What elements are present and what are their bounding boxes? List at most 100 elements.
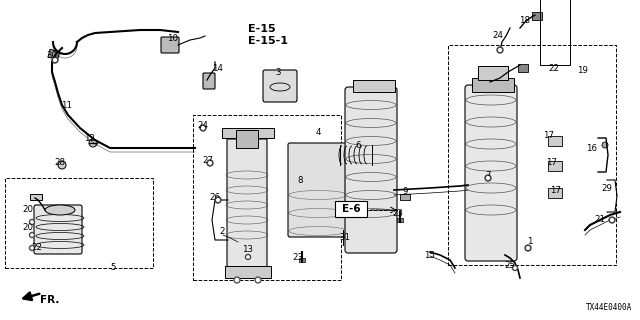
Circle shape (31, 221, 33, 223)
Text: 15: 15 (424, 251, 435, 260)
Circle shape (58, 161, 66, 169)
Text: 27: 27 (202, 156, 214, 164)
FancyBboxPatch shape (465, 85, 517, 261)
Circle shape (246, 254, 250, 260)
FancyBboxPatch shape (161, 37, 179, 53)
Text: 24: 24 (493, 30, 504, 39)
Text: 7: 7 (485, 171, 491, 180)
Circle shape (89, 139, 97, 147)
Text: 17: 17 (543, 131, 554, 140)
Text: 29: 29 (602, 183, 612, 193)
Text: 22: 22 (31, 243, 42, 252)
Circle shape (202, 127, 204, 129)
Bar (299, 258, 305, 262)
Text: 14: 14 (212, 63, 223, 73)
Circle shape (207, 160, 213, 166)
FancyBboxPatch shape (263, 70, 297, 102)
Text: 23: 23 (392, 209, 403, 218)
Bar (236, 130, 258, 148)
Circle shape (54, 59, 56, 61)
Text: 10: 10 (168, 34, 179, 43)
Circle shape (52, 57, 58, 63)
Text: 30: 30 (47, 51, 58, 60)
Text: 28: 28 (54, 157, 65, 166)
Bar (532, 12, 542, 20)
Circle shape (499, 49, 501, 51)
Text: 17: 17 (547, 157, 557, 166)
Text: 13: 13 (243, 245, 253, 254)
Circle shape (31, 247, 33, 249)
Bar (472, 78, 514, 92)
Circle shape (609, 217, 615, 223)
Text: FR.: FR. (40, 295, 60, 305)
Text: 26: 26 (209, 194, 221, 203)
Text: TX44E0400A: TX44E0400A (586, 303, 632, 312)
Bar (30, 194, 42, 200)
Bar (478, 66, 508, 80)
Text: 20: 20 (22, 222, 33, 231)
Circle shape (29, 220, 35, 225)
Text: 11: 11 (61, 100, 72, 109)
Bar (193, 115, 341, 280)
FancyBboxPatch shape (288, 143, 347, 237)
Bar (548, 136, 562, 146)
FancyBboxPatch shape (335, 201, 367, 217)
Text: 12: 12 (84, 133, 95, 142)
Text: 6: 6 (355, 140, 361, 149)
FancyBboxPatch shape (345, 87, 397, 253)
Circle shape (602, 142, 608, 148)
Circle shape (257, 278, 259, 282)
Bar (540, 0, 570, 65)
Circle shape (29, 245, 35, 251)
Bar (225, 266, 271, 278)
FancyBboxPatch shape (227, 139, 267, 271)
Text: E-15
E-15-1: E-15 E-15-1 (248, 24, 288, 46)
Text: 21: 21 (595, 215, 605, 225)
Circle shape (31, 234, 33, 236)
Circle shape (497, 47, 503, 53)
Text: 9: 9 (403, 188, 408, 196)
Bar (353, 80, 395, 92)
Circle shape (247, 256, 249, 258)
Text: 18: 18 (520, 15, 531, 25)
Circle shape (200, 125, 206, 131)
Bar (48, 49, 60, 60)
Circle shape (486, 177, 490, 179)
Circle shape (217, 199, 220, 201)
Circle shape (236, 278, 239, 282)
Text: 19: 19 (577, 66, 588, 75)
Text: 23: 23 (292, 253, 303, 262)
Circle shape (255, 277, 261, 283)
Circle shape (215, 197, 221, 203)
Bar (518, 64, 528, 72)
Text: 4: 4 (316, 127, 321, 137)
Text: E-6: E-6 (342, 204, 360, 214)
Text: 16: 16 (586, 143, 598, 153)
Circle shape (209, 162, 211, 164)
Text: 22: 22 (548, 63, 559, 73)
Bar (397, 218, 403, 222)
FancyBboxPatch shape (34, 205, 82, 254)
Text: 25: 25 (504, 260, 515, 269)
Text: 3: 3 (275, 68, 281, 76)
FancyBboxPatch shape (203, 73, 215, 89)
Text: 1: 1 (527, 237, 532, 246)
Circle shape (513, 266, 518, 270)
Text: 17: 17 (550, 186, 561, 195)
Circle shape (29, 233, 35, 237)
Circle shape (611, 219, 613, 221)
Bar (400, 194, 410, 200)
Text: 20: 20 (22, 205, 33, 214)
Text: 24: 24 (198, 121, 209, 130)
Bar (448, 45, 616, 265)
Ellipse shape (45, 205, 75, 215)
Circle shape (234, 277, 240, 283)
Text: 31: 31 (339, 234, 351, 243)
Bar (548, 161, 562, 171)
Text: 8: 8 (297, 175, 303, 185)
Bar (548, 188, 562, 198)
Text: 2: 2 (220, 228, 225, 236)
Circle shape (527, 247, 529, 249)
Bar (5, 178, 153, 268)
Bar (222, 128, 274, 138)
